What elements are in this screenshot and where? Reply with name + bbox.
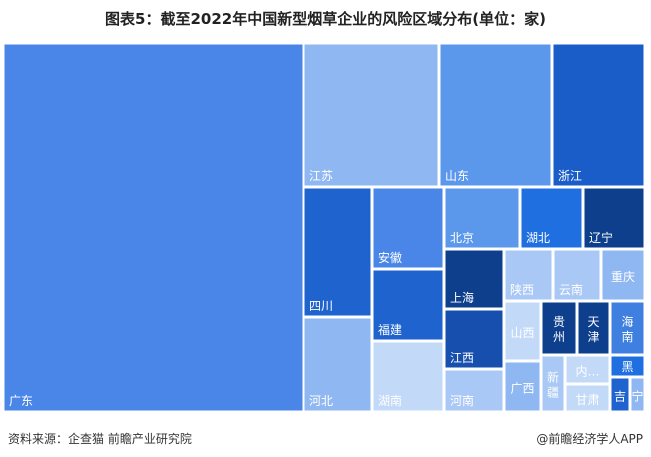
treemap-cell bbox=[541, 355, 565, 412]
treemap-cell bbox=[577, 301, 610, 355]
treemap-cell bbox=[583, 187, 645, 249]
treemap-cell bbox=[303, 317, 372, 412]
brand-credit: @前瞻经济学人APP bbox=[536, 432, 643, 446]
treemap-cell bbox=[372, 341, 444, 412]
treemap-cell bbox=[630, 377, 645, 412]
treemap-cell bbox=[601, 249, 645, 301]
treemap-cell-label: 上海 bbox=[450, 290, 474, 305]
treemap-cell-label: 江苏 bbox=[309, 169, 333, 183]
treemap-cell-label: 广东 bbox=[9, 394, 33, 408]
treemap-cell bbox=[610, 377, 630, 412]
treemap-cell-label: 福建 bbox=[378, 322, 402, 337]
treemap-cell bbox=[444, 309, 504, 369]
treemap-cell bbox=[504, 301, 541, 361]
treemap-cell bbox=[504, 361, 541, 412]
treemap-cell bbox=[372, 269, 444, 341]
treemap-cell bbox=[565, 384, 610, 412]
treemap-cell bbox=[565, 355, 610, 384]
treemap-cell-label: 北京 bbox=[450, 231, 474, 245]
treemap-cell bbox=[303, 43, 439, 187]
treemap-cell bbox=[444, 369, 504, 412]
treemap-cell bbox=[610, 355, 645, 377]
treemap-cell-label: 宁 bbox=[631, 389, 643, 404]
treemap-cell-label: 四川 bbox=[309, 299, 333, 313]
treemap-cell bbox=[444, 187, 520, 249]
treemap-cell-label: 津 bbox=[587, 330, 599, 344]
treemap-cell-label: 山西 bbox=[510, 326, 534, 340]
treemap-cell-label: 陕西 bbox=[510, 282, 534, 297]
treemap-cell-label: 新 bbox=[547, 370, 559, 385]
treemap-cell-label: 江西 bbox=[450, 351, 474, 365]
treemap-cell-label: 海 bbox=[621, 314, 633, 329]
treemap-cell-label: 浙江 bbox=[558, 169, 582, 183]
treemap-cell bbox=[303, 187, 372, 317]
treemap-cell-label: 湖北 bbox=[526, 230, 550, 245]
treemap-cell-label: 河南 bbox=[450, 393, 474, 408]
treemap-cell-label: 南 bbox=[621, 329, 633, 344]
treemap-cell-label: 安徽 bbox=[378, 250, 402, 265]
treemap-cell bbox=[541, 301, 577, 355]
treemap-cell-label: 天 bbox=[587, 315, 599, 329]
treemap-cell-label: 广西 bbox=[510, 382, 534, 396]
treemap-cell bbox=[504, 249, 553, 301]
treemap-cell-label: 辽宁 bbox=[589, 230, 613, 245]
treemap-cell bbox=[520, 187, 583, 249]
treemap-cell-label: 疆 bbox=[547, 386, 559, 400]
treemap-cell-label: 河北 bbox=[309, 394, 333, 408]
treemap-cell-label: 重庆 bbox=[611, 270, 635, 284]
treemap-cell-label: 内… bbox=[575, 365, 599, 379]
treemap-cell bbox=[610, 301, 645, 355]
treemap-cell bbox=[553, 249, 601, 301]
treemap-cell-label: 吉 bbox=[614, 390, 626, 404]
treemap-cell bbox=[439, 43, 552, 187]
treemap-cell-label: 云南 bbox=[559, 282, 583, 297]
chart-title: 图表5：截至2022年中国新型烟草企业的风险区域分布(单位：家) bbox=[105, 10, 546, 28]
source-note: 资料来源：企查猫 前瞻产业研究院 bbox=[8, 432, 192, 446]
treemap-cell-label: 湖南 bbox=[378, 393, 402, 408]
treemap-cell-label: 州 bbox=[553, 330, 565, 344]
treemap-cell bbox=[444, 249, 504, 309]
treemap-cell-label: 山东 bbox=[445, 169, 469, 183]
treemap-cell bbox=[3, 43, 304, 412]
treemap-cell bbox=[372, 187, 444, 269]
treemap-cell-label: 贵 bbox=[553, 315, 565, 329]
treemap-cell-label: 黑 bbox=[621, 360, 633, 374]
treemap-cell-label: 甘肃 bbox=[575, 393, 599, 407]
treemap-cell bbox=[552, 43, 645, 187]
